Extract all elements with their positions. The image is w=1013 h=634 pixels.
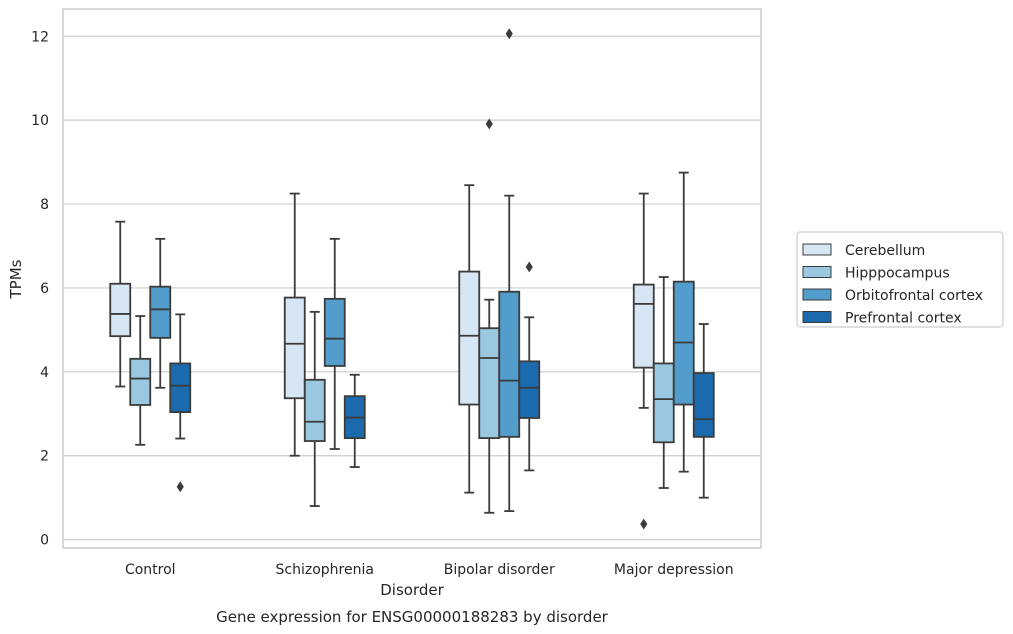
box [169, 313, 192, 493]
box [518, 261, 541, 472]
y-tick-label: 6 [40, 281, 49, 297]
box [672, 171, 695, 473]
box-body [652, 362, 675, 444]
legend-label: Hipppocampus [845, 266, 950, 282]
legend-swatch [802, 243, 832, 256]
outlier-marker [176, 481, 184, 493]
box-body [478, 327, 501, 440]
y-tick-label: 12 [31, 29, 49, 45]
box [129, 315, 152, 446]
box-body [323, 297, 346, 367]
box-body [303, 378, 326, 442]
outlier-marker [640, 518, 648, 530]
y-axis-ticks: 0 2 4 6 8 10 12 [31, 29, 49, 548]
legend-item: Orbitofrontal cortex [802, 288, 983, 304]
box-body [632, 283, 655, 369]
box-body [458, 270, 481, 406]
x-tick-label: Bipolar disorder [444, 562, 555, 578]
legend-label: Prefrontal cortex [845, 311, 962, 327]
box [283, 192, 306, 457]
box [652, 276, 675, 489]
outlier-marker [485, 118, 493, 130]
chart-caption: Gene expression for ENSG00000188283 by d… [216, 608, 609, 626]
box [692, 323, 715, 499]
outlier-marker [505, 28, 513, 40]
series-prefrontal-cortex [169, 261, 715, 499]
box-body [283, 296, 306, 400]
box-series [109, 28, 715, 530]
legend: Cerebellum Hipppocampus Orbitofrontal cort… [796, 231, 1004, 328]
legend-swatch [802, 311, 832, 323]
box-body [129, 357, 152, 406]
legend-frame [796, 231, 1004, 328]
box [323, 237, 346, 450]
box-body [169, 362, 192, 413]
y-tick-label: 10 [31, 113, 49, 129]
series-cerebellum [109, 184, 655, 530]
box [498, 28, 521, 512]
box-body [498, 290, 521, 438]
legend-item: Prefrontal cortex [802, 311, 962, 327]
y-tick-label: 4 [40, 365, 49, 381]
box [458, 184, 481, 494]
x-axis-label: Disorder [380, 581, 444, 599]
plot-frame [62, 8, 762, 549]
box-body [692, 372, 715, 438]
x-tick-label: Major depression [614, 562, 734, 578]
box [109, 220, 132, 388]
box [343, 373, 366, 468]
legend-label: Cerebellum [845, 243, 925, 259]
y-tick-label: 0 [40, 533, 49, 549]
legend-item: Cerebellum [802, 243, 925, 259]
y-axis-label: TPMs [7, 259, 25, 299]
legend-item: Hipppocampus [802, 266, 950, 282]
box [632, 192, 655, 530]
series-orbitofrontal-cortex [149, 28, 695, 512]
series-hipppocampus [129, 118, 675, 514]
x-tick-label: Schizophrenia [276, 562, 374, 578]
box-body [149, 285, 172, 339]
box-body [518, 360, 541, 419]
y-tick-label: 8 [40, 197, 49, 213]
y-tick-label: 2 [40, 449, 49, 465]
box [478, 118, 501, 514]
x-tick-label: Control [125, 562, 176, 578]
box-body [109, 282, 132, 338]
x-axis-ticks: Control Schizophrenia Bipolar disorder Majo… [125, 562, 734, 578]
legend-swatch [802, 288, 832, 301]
legend-label: Orbitofrontal cortex [845, 288, 983, 304]
box [303, 310, 326, 507]
outlier-marker [525, 261, 533, 273]
box [149, 237, 172, 389]
legend-swatch [802, 266, 832, 278]
